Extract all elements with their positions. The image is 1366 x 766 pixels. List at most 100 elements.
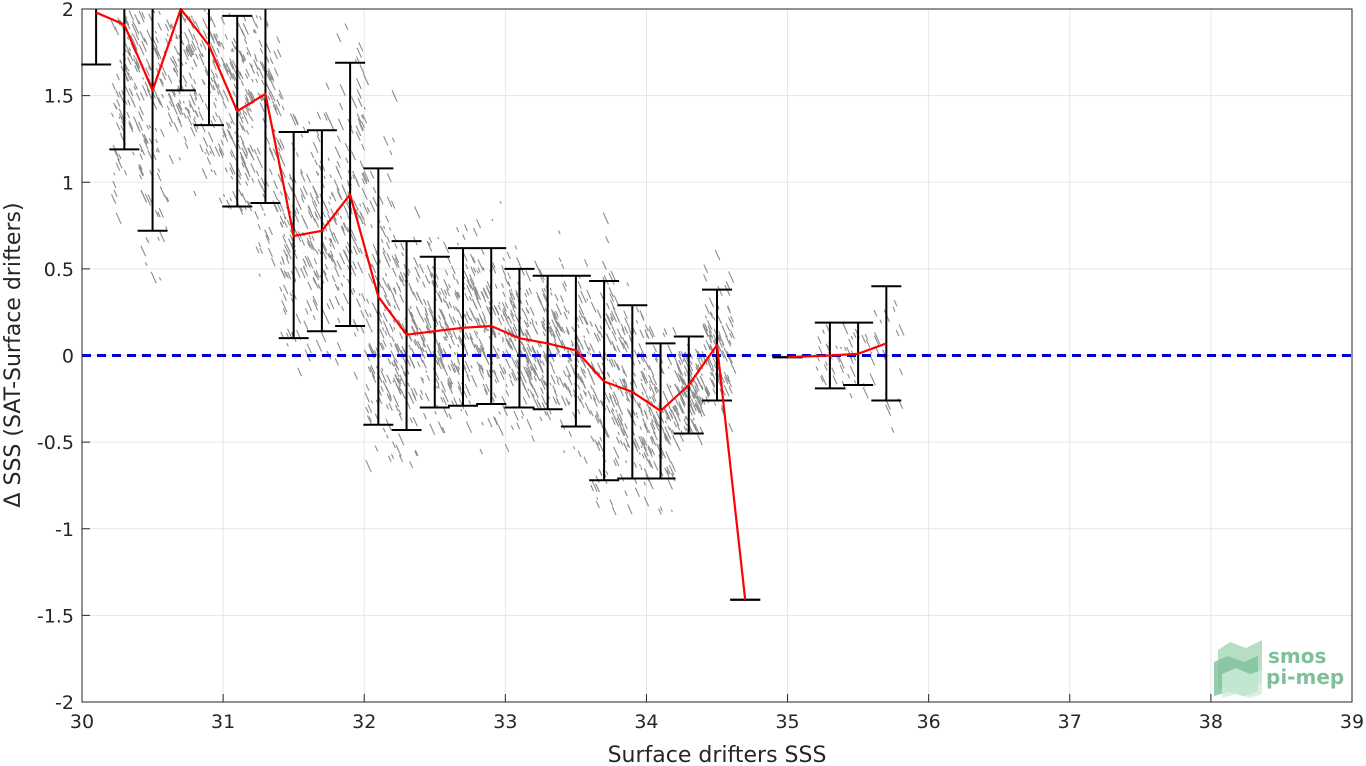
scatter-point — [168, 92, 173, 101]
scatter-point — [167, 112, 174, 124]
scatter-point — [727, 376, 731, 382]
scatter-point — [191, 40, 197, 51]
scatter-point — [130, 90, 134, 97]
scatter-point — [225, 68, 229, 74]
scatter-point — [525, 270, 532, 282]
scatter-point — [613, 446, 620, 460]
scatter-point — [470, 365, 473, 369]
scatter-point — [307, 281, 313, 291]
scatter-point — [667, 425, 671, 431]
scatter-point — [596, 309, 602, 319]
scatter-point — [322, 269, 329, 282]
scatter-point — [645, 332, 649, 338]
scatter-point — [501, 339, 504, 343]
scatter-point — [300, 171, 306, 182]
scatter-point — [369, 313, 372, 318]
scatter-point — [333, 217, 337, 225]
scatter-point — [161, 93, 165, 99]
scatter-point — [551, 367, 556, 374]
scatter-point — [358, 42, 364, 52]
scatter-point — [158, 77, 164, 87]
logo-text-smos: smos — [1268, 644, 1326, 668]
scatter-point — [439, 323, 443, 329]
scatter-point — [343, 222, 349, 233]
scatter-point — [292, 113, 299, 126]
scatter-point — [361, 172, 368, 185]
scatter-point — [364, 309, 369, 318]
scatter-point — [261, 61, 266, 69]
scatter-point — [259, 60, 266, 72]
scatter-point — [241, 116, 244, 119]
scatter-point — [408, 312, 415, 323]
scatter-point — [667, 366, 670, 369]
scatter-point — [689, 373, 695, 383]
scatter-point — [443, 279, 450, 291]
scatter-point — [577, 373, 583, 383]
scatter-point — [525, 299, 529, 306]
scatter-point — [700, 373, 703, 377]
scatter-point — [244, 101, 250, 112]
scatter-point — [444, 336, 448, 342]
scatter-point — [329, 174, 332, 179]
scatter-point — [231, 73, 236, 81]
scatter-point — [563, 370, 567, 377]
scatter-point — [330, 191, 337, 202]
scatter-point — [499, 371, 505, 380]
scatter-point — [499, 201, 502, 204]
scatter-point — [662, 391, 669, 404]
scatter-point — [626, 394, 631, 403]
scatter-point — [133, 54, 136, 59]
scatter-point — [286, 219, 291, 226]
scatter-point — [567, 375, 573, 386]
scatter-point — [301, 197, 305, 203]
scatter-point — [455, 279, 460, 285]
scatter-point — [599, 399, 604, 407]
scatter-point — [306, 343, 312, 354]
scatter-point — [618, 386, 624, 397]
scatter-point — [595, 414, 600, 422]
scatter-point — [218, 143, 225, 156]
scatter-point — [542, 331, 546, 337]
scatter-point — [181, 14, 186, 23]
scatter-point — [610, 358, 616, 368]
scatter-point — [648, 364, 655, 377]
scatter-point — [620, 428, 625, 437]
scatter-point — [317, 283, 322, 290]
x-tick-label: 39 — [1340, 711, 1364, 733]
scatter-point — [282, 212, 287, 220]
scatter-point — [583, 335, 586, 339]
scatter-point — [694, 399, 702, 412]
scatter-point — [667, 344, 673, 356]
scatter-point — [281, 269, 286, 278]
scatter-point — [508, 289, 513, 296]
scatter-point — [374, 445, 379, 452]
scatter-point — [526, 367, 533, 381]
scatter-point — [428, 304, 434, 314]
scatter-point — [155, 36, 159, 43]
scatter-point — [310, 151, 315, 159]
scatter-point — [157, 62, 161, 68]
scatter-point — [412, 321, 419, 333]
scatter-point — [128, 122, 134, 133]
scatter-point — [313, 217, 320, 228]
scatter-point — [676, 424, 681, 431]
scatter-point — [237, 202, 244, 216]
scatter-point — [214, 146, 221, 157]
scatter-point — [421, 347, 425, 353]
scatter-point — [599, 330, 604, 339]
scatter-point — [364, 392, 370, 403]
scatter-point — [222, 134, 225, 138]
scatter-point — [441, 426, 446, 434]
scatter-point — [683, 371, 687, 377]
scatter-point — [272, 190, 279, 201]
scatter-point — [247, 201, 251, 206]
scatter-point — [649, 383, 656, 396]
scatter-point — [204, 151, 207, 155]
scatter-point — [312, 299, 319, 311]
scatter-point — [356, 298, 362, 308]
scatter-point — [221, 127, 227, 137]
scatter-point — [661, 361, 664, 364]
scatter-point — [555, 310, 559, 318]
scatter-point — [838, 356, 845, 369]
scatter-point — [234, 45, 237, 50]
